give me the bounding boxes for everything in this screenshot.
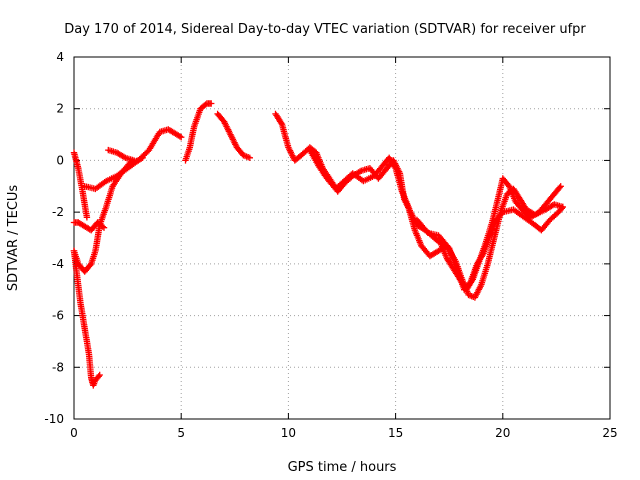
data-point (559, 203, 566, 211)
data-point (557, 183, 564, 190)
plot-frame (73, 56, 611, 420)
y-tick-label: -8 (52, 360, 64, 374)
data-point (202, 101, 209, 108)
data-point (96, 371, 103, 379)
x-tick-label: 15 (388, 426, 403, 440)
data-point (138, 155, 145, 162)
y-tick-label: -10 (44, 412, 64, 426)
x-tick-label: 5 (177, 426, 185, 440)
data-point (139, 154, 146, 161)
data-point (556, 184, 563, 191)
data-series (70, 100, 566, 389)
data-point (99, 223, 106, 230)
data-point (178, 134, 185, 141)
x-tick-label: 0 (70, 426, 78, 440)
chart-title: Day 170 of 2014, Sidereal Day-to-day VTE… (64, 22, 586, 37)
data-point (246, 154, 253, 161)
y-tick-label: -6 (52, 309, 64, 323)
data-point (83, 214, 91, 221)
data-point (100, 224, 108, 231)
data-point (208, 100, 215, 107)
y-tick-label: 4 (56, 50, 64, 64)
x-tick-label: 20 (495, 426, 510, 440)
y-tick-label: 2 (56, 102, 64, 116)
data-point (558, 205, 565, 212)
data-point (176, 133, 183, 140)
x-tick-label: 25 (602, 426, 617, 440)
y-tick-label: -4 (52, 257, 64, 271)
x-axis: 0 5 10 15 20 25 (70, 57, 618, 440)
y-tick-label: 0 (56, 153, 64, 167)
x-tick-label: 10 (281, 426, 296, 440)
y-axis-label: SDTVAR / TECUs (6, 185, 21, 292)
data-point (95, 373, 102, 380)
data-point (356, 168, 364, 175)
y-tick-label: -2 (52, 205, 64, 219)
grid-lines (74, 57, 610, 419)
y-axis: -10 -8 -6 -4 -2 0 2 4 (44, 50, 610, 426)
data-point (130, 157, 138, 164)
x-axis-label: GPS time / hours (288, 460, 397, 475)
